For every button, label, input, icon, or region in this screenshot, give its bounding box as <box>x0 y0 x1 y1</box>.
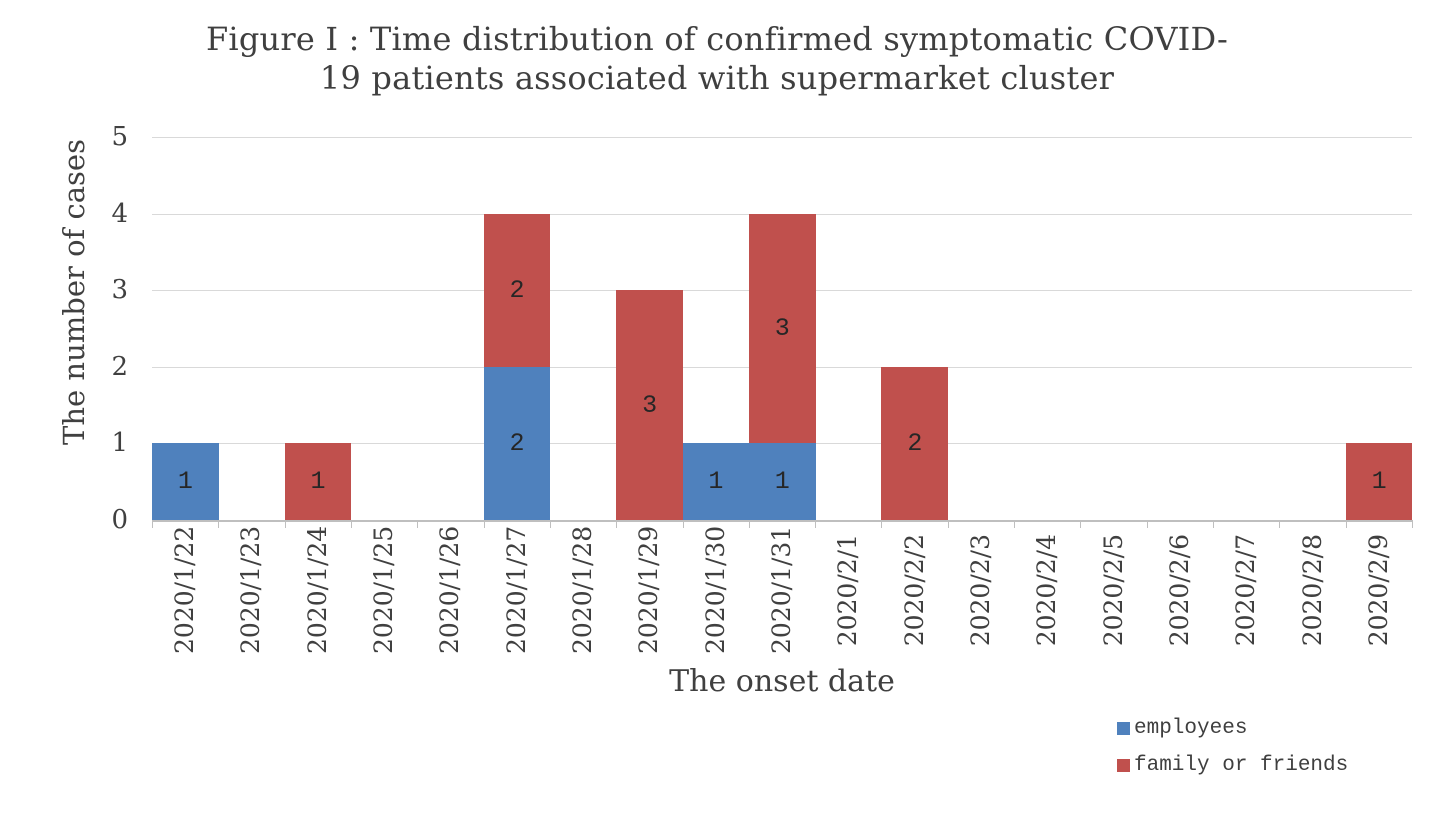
x-tick-label: 2020/1/24 <box>302 525 332 654</box>
x-axis-tick <box>152 520 153 528</box>
x-axis-title: The onset date <box>669 664 895 699</box>
x-tick-label: 2020/1/23 <box>236 525 266 654</box>
x-tick-label: 2020/1/25 <box>369 525 399 654</box>
bar-segment-employees: 1 <box>748 443 816 520</box>
y-tick-label: 2 <box>111 351 128 382</box>
bar-segment-family-or-friends: 2 <box>881 366 949 520</box>
x-axis-tick <box>815 520 817 528</box>
x-axis-tick <box>616 520 618 528</box>
bar-value-label: 3 <box>774 314 790 343</box>
x-tick-label: 2020/2/9 <box>1363 534 1393 647</box>
x-tick-label: 2020/2/7 <box>1231 534 1261 647</box>
y-tick-label: 5 <box>111 122 128 152</box>
bar-segment-family-or-friends: 1 <box>284 443 352 520</box>
legend-swatch-family-or-friends <box>1117 758 1130 772</box>
bar-segment-employees: 2 <box>483 366 551 520</box>
x-axis-tick <box>947 520 949 528</box>
bar-segment-family-or-friends: 3 <box>616 290 684 520</box>
x-tick-label: 2020/1/28 <box>568 525 598 654</box>
x-tick-label: 2020/2/8 <box>1297 534 1327 647</box>
x-tick-label: 2020/2/1 <box>833 534 863 647</box>
x-axis-tick <box>1345 520 1347 528</box>
x-axis-tick <box>748 520 750 528</box>
x-tick-label: 2020/1/29 <box>634 525 664 654</box>
x-tick-label: 2020/1/31 <box>767 525 796 654</box>
bar-value-label: 1 <box>310 467 326 497</box>
x-axis-tick <box>483 520 485 528</box>
x-tick-label: 2020/1/26 <box>435 525 465 654</box>
x-axis-tick <box>682 520 684 528</box>
bar-segment-family-or-friends: 2 <box>483 213 551 367</box>
y-tick-label: 0 <box>111 505 128 535</box>
x-tick-label: 2020/1/30 <box>700 525 730 654</box>
bar-value-label: 1 <box>708 467 724 497</box>
x-tick-label: 2020/2/5 <box>1098 534 1128 647</box>
bar-segment-family-or-friends: 1 <box>1345 443 1413 520</box>
x-tick-label: 2020/2/3 <box>965 534 995 647</box>
x-tick-label: 2020/2/2 <box>899 534 929 647</box>
x-axis-tick <box>350 520 352 528</box>
bar-segment-family-or-friends: 3 <box>748 213 816 444</box>
x-axis-tick <box>417 520 419 528</box>
y-tick-label: 4 <box>111 198 128 229</box>
bar-value-label: 1 <box>177 467 193 497</box>
legend-item-employees: employees <box>1117 714 1348 742</box>
bar-value-label: 2 <box>509 275 525 305</box>
x-axis-tick <box>218 520 220 528</box>
plot-area: 1 1 2 2 3 1 1 3 2 1 <box>152 137 1413 522</box>
bar-segment-employees: 1 <box>682 443 750 520</box>
x-tick-label: 2020/1/22 <box>170 525 200 654</box>
x-axis-tick <box>1213 520 1215 528</box>
bar-value-label: 3 <box>642 390 658 420</box>
gridline <box>152 137 1412 138</box>
legend: employees family or friends <box>1117 714 1348 788</box>
x-tick-label: 2020/2/4 <box>1032 534 1062 647</box>
bar-value-label: 1 <box>1371 467 1387 497</box>
chart-title-line1: Figure I : Time distribution of confirme… <box>206 20 1228 58</box>
x-tick-label: 2020/2/6 <box>1164 534 1194 647</box>
chart-title-line2: 19 patients associated with supermarket … <box>319 59 1115 97</box>
legend-label: employees <box>1134 716 1248 740</box>
bar-value-label: 2 <box>509 428 525 458</box>
x-axis-tick <box>1146 520 1148 528</box>
x-tick-label: 2020/1/27 <box>501 525 531 654</box>
y-tick-label: 3 <box>111 275 128 306</box>
x-axis-tick <box>1412 520 1413 528</box>
bar-value-label: 1 <box>774 467 790 497</box>
x-axis-tick <box>549 520 551 528</box>
x-axis-tick <box>1279 520 1281 528</box>
x-axis-tick <box>284 520 286 528</box>
chart-title: Figure I : Time distribution of confirme… <box>0 20 1434 98</box>
bar-segment-employees: 1 <box>152 443 219 520</box>
x-axis-tick <box>881 520 883 528</box>
x-axis-tick <box>1080 520 1082 528</box>
y-tick-label: 1 <box>111 428 128 459</box>
legend-item-family-or-friends: family or friends <box>1117 751 1348 779</box>
legend-swatch-employees <box>1117 721 1130 735</box>
legend-label: family or friends <box>1134 753 1349 777</box>
x-axis-tick <box>1014 520 1016 528</box>
bar-value-label: 2 <box>907 428 923 458</box>
